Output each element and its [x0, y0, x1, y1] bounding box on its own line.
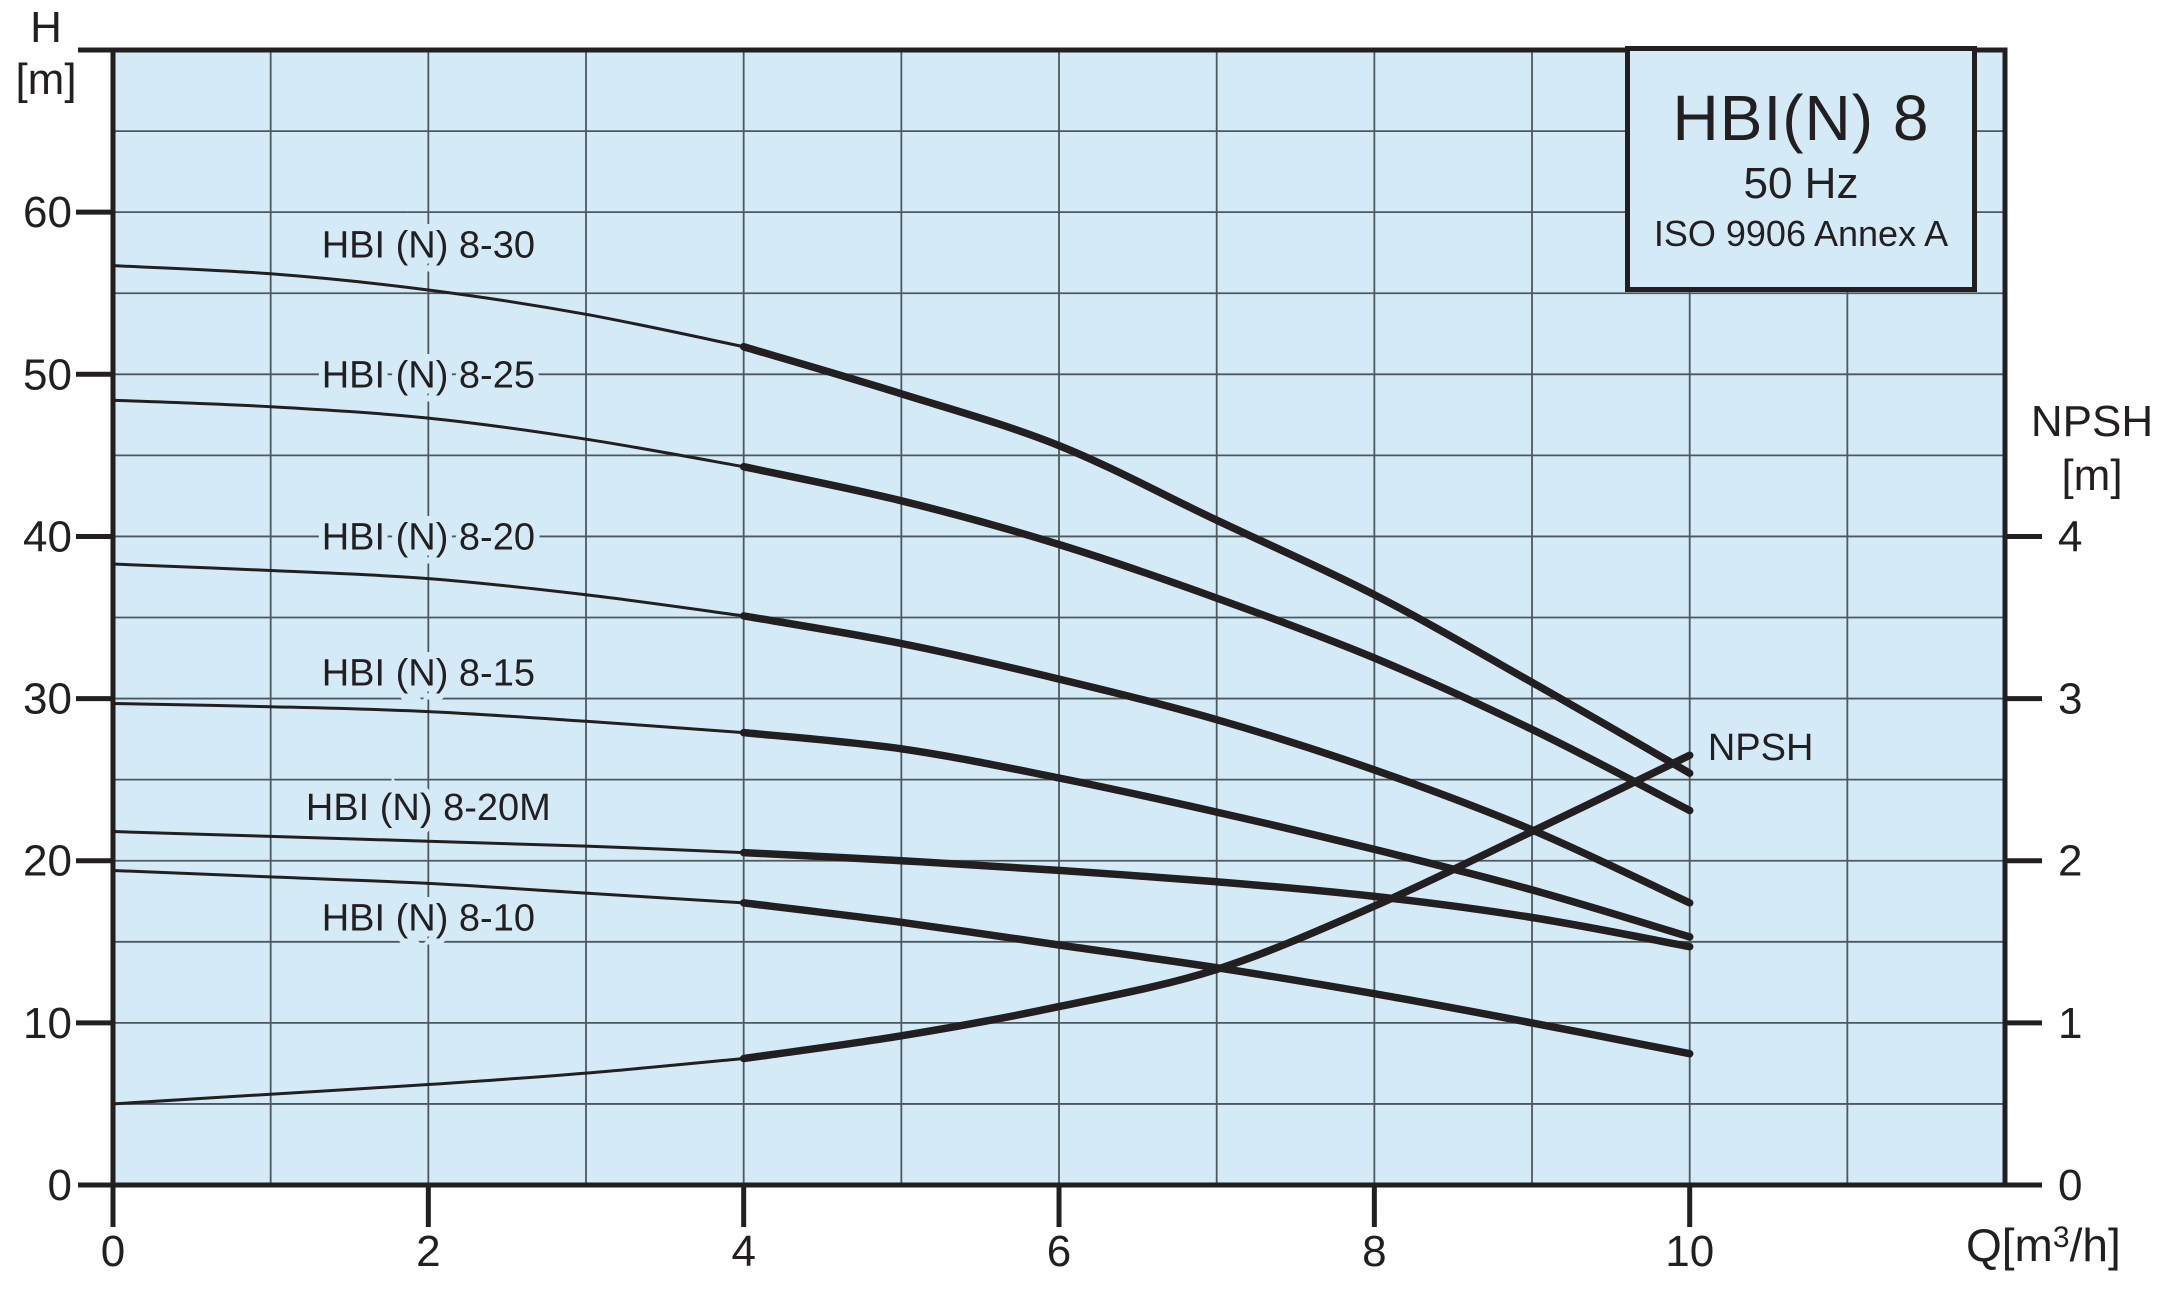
right-tick-label-1: 1 — [2058, 999, 2082, 1048]
bottom-tick-label-10: 10 — [1665, 1227, 1714, 1276]
curve-label-npsh: NPSH — [1708, 727, 1814, 769]
curve-label-hbi-n-8-25: HBI (N) 8-25 — [322, 354, 535, 396]
bottom-axis-title: Q[m3/h] — [1966, 1222, 2121, 1268]
axis-ticks: 0 10 20 30 40 50 60 0 2 4 6 8 10 0 1 2 3 4 — [23, 188, 2082, 1276]
curve-hbi-n-8-10-thin — [111, 868, 746, 905]
curve-hbi-n-8-20m — [739, 848, 1694, 951]
left-tick-label-60: 60 — [23, 188, 72, 237]
right-tick-label-4: 4 — [2058, 512, 2082, 561]
curve-hbi-n-8-25-thin — [111, 398, 746, 469]
curve-label-hbi-n-8-10: HBI (N) 8-10 — [322, 897, 535, 939]
curve-label-hbi-n-8-20: HBI (N) 8-20 — [322, 516, 535, 558]
bottom-axis-title-sup: 3 — [2052, 1221, 2070, 1254]
bottom-tick-label-2: 2 — [416, 1227, 440, 1276]
left-axis-unit: [m] — [15, 55, 77, 104]
curve-hbi-n-8-30 — [739, 342, 1694, 777]
right-axis-name: NPSH — [2030, 397, 2154, 446]
curve-hbi-n-8-25 — [739, 462, 1694, 815]
bottom-axis-title-pre: Q[m — [1966, 1219, 2053, 1271]
bottom-tick-label-0: 0 — [101, 1227, 125, 1276]
left-tick-label-50: 50 — [23, 350, 72, 399]
curve-hbi-n-8-20m-thin — [111, 830, 746, 855]
curve-label-hbi-n-8-20m: HBI (N) 8-20M — [306, 787, 551, 829]
pump-model-title: HBI(N) 8 — [1672, 82, 1930, 154]
right-tick-label-2: 2 — [2058, 837, 2082, 886]
frequency-label: 50 Hz — [1743, 159, 1859, 208]
left-tick-label-40: 40 — [23, 512, 72, 561]
curve-hbi-n-8-20-thin — [111, 562, 746, 618]
left-tick-label-20: 20 — [23, 837, 72, 886]
right-tick-label-3: 3 — [2058, 675, 2082, 724]
curve-hbi-n-8-15 — [739, 728, 1694, 941]
bottom-tick-label-8: 8 — [1362, 1227, 1386, 1276]
curve-hbi-n-8-30-thin — [111, 264, 746, 349]
right-tick-label-0: 0 — [2058, 1161, 2082, 1210]
right-axis-title: NPSH [m] — [2022, 400, 2162, 498]
curve-label-hbi-n-8-15: HBI (N) 8-15 — [322, 653, 535, 695]
curve-npsh — [739, 751, 1694, 1063]
curve-label-hbi-n-8-30: HBI (N) 8-30 — [322, 225, 535, 267]
left-axis-title: H [m] — [8, 6, 84, 102]
gridlines — [113, 50, 2005, 1185]
bottom-tick-label-4: 4 — [731, 1227, 755, 1276]
bottom-tick-label-6: 6 — [1047, 1227, 1071, 1276]
standard-label: ISO 9906 Annex A — [1653, 213, 1949, 254]
bottom-axis-title-post: /h] — [2069, 1219, 2121, 1271]
curve-hbi-n-8-15-thin — [111, 701, 746, 735]
left-tick-label-10: 10 — [23, 999, 72, 1048]
left-axis-name: H — [30, 3, 62, 52]
curves — [111, 264, 1694, 1106]
left-tick-label-0: 0 — [48, 1161, 72, 1210]
curve-npsh-thin — [111, 1057, 746, 1106]
curve-labels: HBI (N) 8-30 HBI (N) 8-25 HBI (N) 8-20 HBI … — [300, 219, 1820, 946]
right-axis-unit: [m] — [2061, 451, 2123, 500]
left-tick-label-30: 30 — [23, 675, 72, 724]
title-box: HBI(N) 8 50 Hz ISO 9906 Annex A — [1625, 46, 1977, 292]
